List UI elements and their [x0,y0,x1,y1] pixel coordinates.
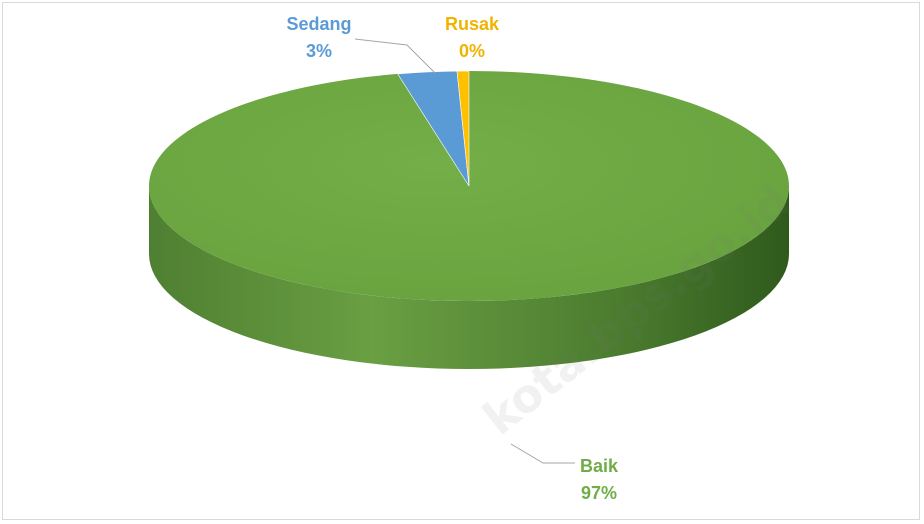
data-label-name-sedang: Sedang [286,14,351,34]
data-label-percent-baik: 97% [581,483,617,503]
leader-line-baik [510,443,575,464]
slice-side-baik [149,186,789,369]
data-label-percent-sedang: 3% [306,41,332,61]
data-label-percent-rusak: 0% [459,41,485,61]
leader-line-sedang [354,38,436,74]
data-label-name-baik: Baik [580,456,619,476]
pie-chart: Baik 97% Sedang 3% Rusak 0% [148,14,790,503]
data-label-name-rusak: Rusak [445,14,500,34]
slice-rusak [456,70,470,187]
